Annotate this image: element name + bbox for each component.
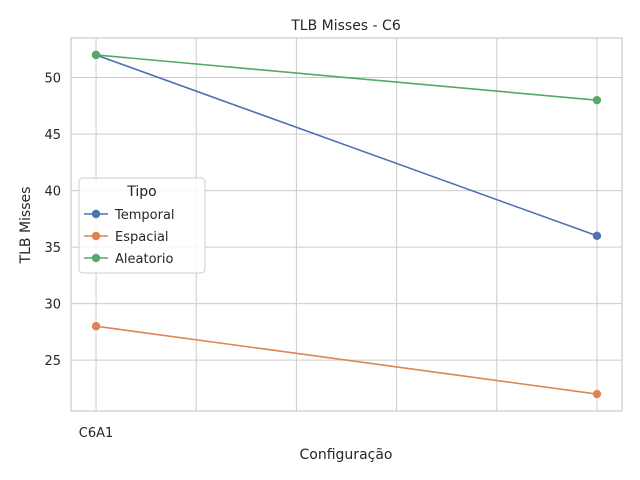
legend-swatch-marker: [91, 253, 101, 263]
chart-title: TLB Misses - C6: [290, 18, 401, 34]
y-tick-label: 25: [44, 354, 61, 369]
y-tick-label: 40: [44, 185, 61, 200]
data-point-espacial: [91, 322, 101, 331]
x-tick-label: C6A1: [79, 426, 114, 441]
series-line-aleatorio: [95, 54, 598, 101]
tick-labels: 25 30 35 40 45 50 C6A1: [44, 72, 113, 441]
plot-frame: [70, 37, 623, 412]
legend-swatch-marker: [91, 209, 101, 219]
legend-label: Aleatorio: [115, 252, 173, 267]
data-point-espacial: [592, 389, 602, 399]
y-tick-label: 45: [44, 128, 61, 143]
x-axis-title: Configuração: [300, 447, 393, 463]
series-layer: [91, 50, 602, 399]
legend-swatch-marker: [91, 231, 101, 241]
legend-entries: Temporal Espacial Aleatorio: [84, 208, 175, 267]
y-axis-title: TLB Misses: [18, 187, 34, 265]
legend-label: Temporal: [114, 208, 175, 223]
legend-box: [78, 177, 206, 274]
y-tick-label: 30: [44, 298, 61, 313]
data-point-aleatorio: [91, 50, 101, 60]
data-point-temporal: [592, 231, 602, 241]
y-tick-label: 35: [44, 241, 61, 256]
y-tick-label: 50: [44, 72, 61, 87]
series-line-espacial: [95, 325, 598, 395]
data-point-aleatorio: [592, 95, 602, 105]
legend-title: Tipo: [126, 184, 156, 200]
series-line-temporal: [95, 54, 598, 237]
legend: Tipo Temporal Espacial Aleatorio: [78, 177, 206, 274]
legend-label: Espacial: [115, 230, 169, 245]
